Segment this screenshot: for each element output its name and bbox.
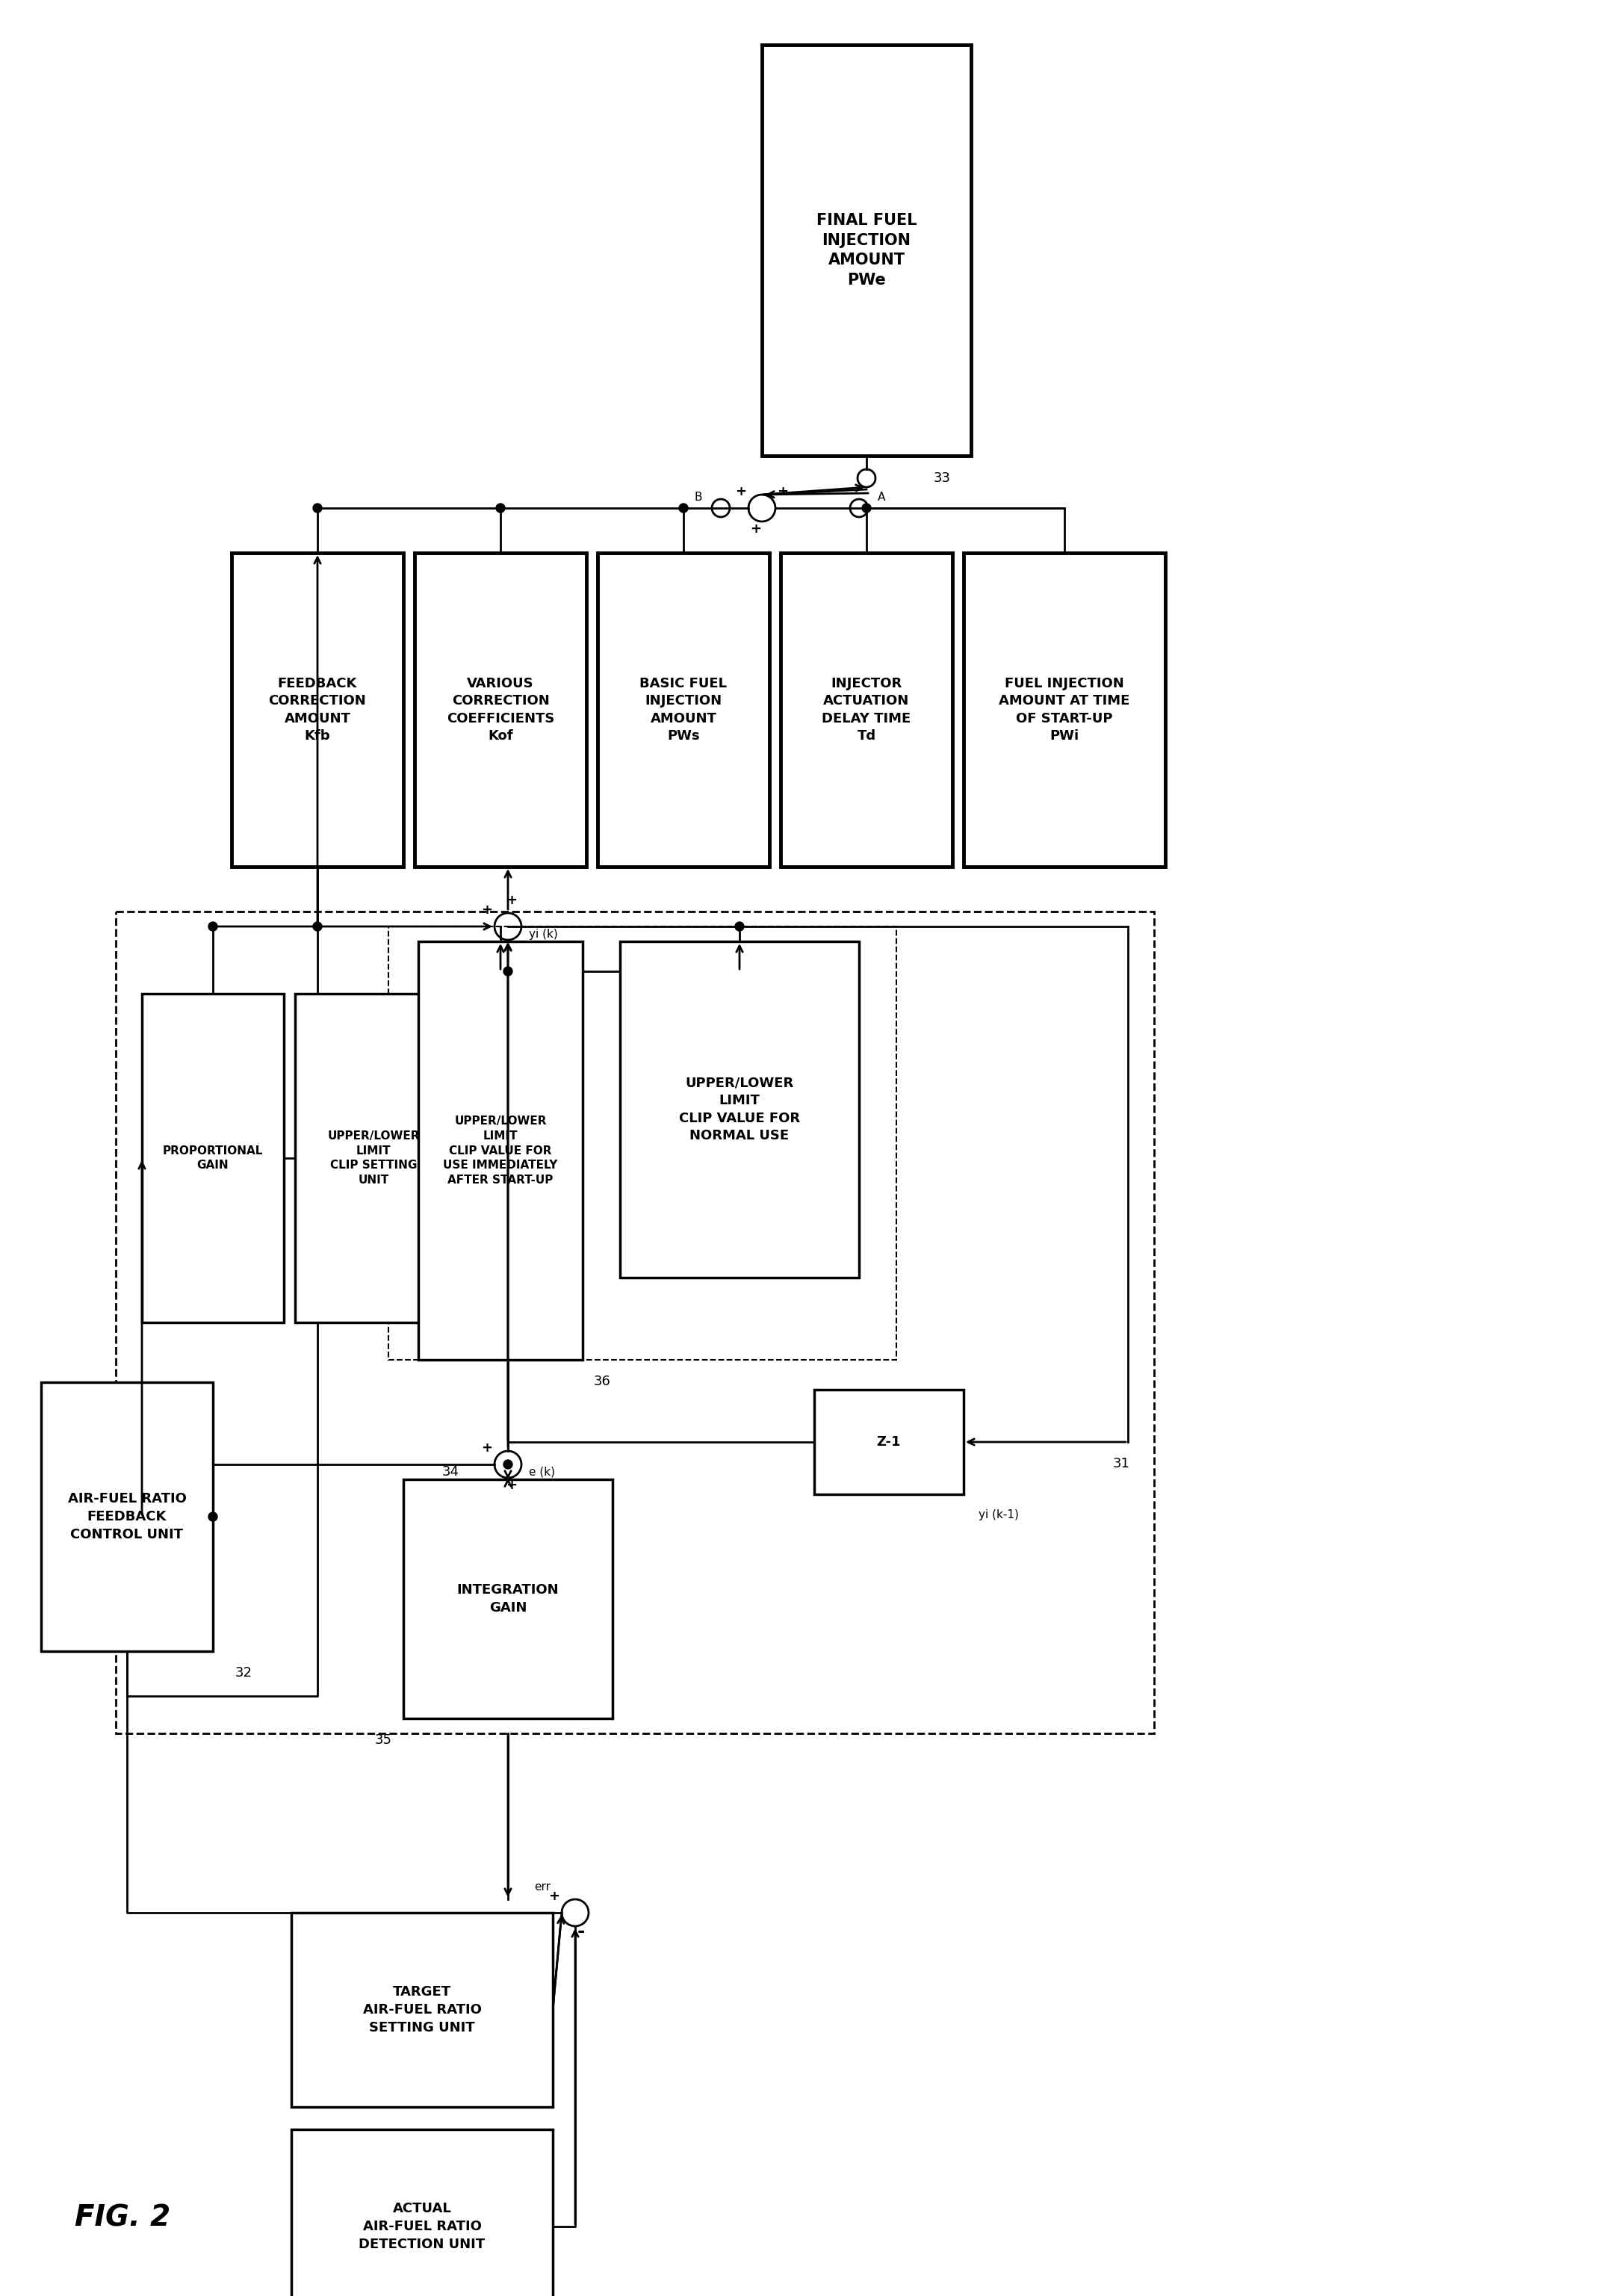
Text: FEEDBACK
CORRECTION
AMOUNT
Kfb: FEEDBACK CORRECTION AMOUNT Kfb: [268, 677, 366, 744]
Circle shape: [496, 503, 504, 512]
Text: +: +: [549, 1890, 560, 1903]
Bar: [42, 1382, 214, 1651]
Text: 34: 34: [442, 1465, 459, 1479]
Bar: [389, 928, 896, 1359]
Circle shape: [209, 923, 217, 930]
Circle shape: [736, 923, 744, 930]
Text: 36: 36: [594, 1375, 610, 1389]
Text: FUEL INJECTION
AMOUNT AT TIME
OF START-UP
PWi: FUEL INJECTION AMOUNT AT TIME OF START-U…: [999, 677, 1131, 744]
Text: yi (k): yi (k): [528, 928, 557, 939]
Text: -: -: [577, 1922, 585, 1940]
Text: 33: 33: [933, 471, 951, 484]
Bar: [418, 941, 583, 1359]
Bar: [403, 1479, 612, 1717]
Circle shape: [209, 1513, 217, 1522]
Text: AIR-FUEL RATIO
FEEDBACK
CONTROL UNIT: AIR-FUEL RATIO FEEDBACK CONTROL UNIT: [67, 1492, 186, 1541]
Bar: [761, 46, 972, 457]
Bar: [597, 553, 769, 866]
Circle shape: [313, 503, 321, 512]
Text: 31: 31: [1113, 1458, 1131, 1469]
Text: BASIC FUEL
INJECTION
AMOUNT
PWs: BASIC FUEL INJECTION AMOUNT PWs: [639, 677, 728, 744]
Text: UPPER/LOWER
LIMIT
CLIP VALUE FOR
USE IMMEDIATELY
AFTER START-UP: UPPER/LOWER LIMIT CLIP VALUE FOR USE IMM…: [443, 1116, 557, 1185]
Bar: [291, 1913, 552, 2108]
Bar: [291, 2128, 552, 2296]
Text: yi (k-1): yi (k-1): [978, 1508, 1018, 1520]
Text: INTEGRATION
GAIN: INTEGRATION GAIN: [458, 1584, 559, 1614]
Text: A: A: [877, 491, 885, 503]
Text: B: B: [694, 491, 702, 503]
Bar: [414, 553, 586, 866]
Text: FINAL FUEL
INJECTION
AMOUNT
PWe: FINAL FUEL INJECTION AMOUNT PWe: [816, 214, 917, 287]
Circle shape: [679, 503, 687, 512]
Circle shape: [313, 923, 321, 930]
Text: +: +: [506, 893, 517, 907]
Text: e (k): e (k): [528, 1467, 556, 1479]
Text: PROPORTIONAL
GAIN: PROPORTIONAL GAIN: [162, 1146, 263, 1171]
Text: ACTUAL
AIR-FUEL RATIO
DETECTION UNIT: ACTUAL AIR-FUEL RATIO DETECTION UNIT: [358, 2202, 485, 2250]
Bar: [141, 994, 284, 1322]
Circle shape: [503, 967, 512, 976]
Circle shape: [503, 1460, 512, 1469]
Bar: [781, 553, 952, 866]
Text: INJECTOR
ACTUATION
DELAY TIME
Td: INJECTOR ACTUATION DELAY TIME Td: [822, 677, 911, 744]
Bar: [814, 1389, 964, 1495]
Text: +: +: [777, 484, 789, 498]
Text: +: +: [482, 1442, 493, 1456]
Text: UPPER/LOWER
LIMIT
CLIP SETTING
UNIT: UPPER/LOWER LIMIT CLIP SETTING UNIT: [328, 1130, 419, 1185]
Text: VARIOUS
CORRECTION
COEFFICIENTS
Kof: VARIOUS CORRECTION COEFFICIENTS Kof: [446, 677, 554, 744]
Text: TARGET
AIR-FUEL RATIO
SETTING UNIT: TARGET AIR-FUEL RATIO SETTING UNIT: [363, 1986, 482, 2034]
Bar: [964, 553, 1166, 866]
Text: +: +: [736, 484, 747, 498]
Text: err: err: [535, 1880, 551, 1892]
Text: 32: 32: [236, 1667, 252, 1681]
Text: Z-1: Z-1: [877, 1435, 901, 1449]
Text: 35: 35: [374, 1733, 392, 1747]
Bar: [620, 941, 859, 1277]
Circle shape: [862, 503, 870, 512]
Bar: [296, 994, 451, 1322]
Text: +: +: [506, 1479, 517, 1492]
Text: +: +: [750, 521, 761, 535]
Bar: [116, 912, 1155, 1733]
Text: UPPER/LOWER
LIMIT
CLIP VALUE FOR
NORMAL USE: UPPER/LOWER LIMIT CLIP VALUE FOR NORMAL …: [679, 1077, 800, 1143]
Bar: [231, 553, 403, 866]
Text: +: +: [482, 902, 493, 916]
Text: FIG. 2: FIG. 2: [75, 2204, 170, 2232]
